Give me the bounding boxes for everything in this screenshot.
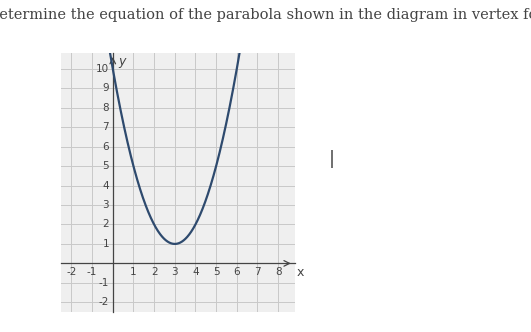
Text: 7: 7 bbox=[102, 122, 109, 132]
Text: -2: -2 bbox=[99, 297, 109, 307]
Text: 7: 7 bbox=[254, 267, 261, 277]
Text: 1: 1 bbox=[130, 267, 137, 277]
Text: 4: 4 bbox=[102, 181, 109, 191]
Text: 3: 3 bbox=[172, 267, 178, 277]
Text: x: x bbox=[297, 266, 304, 279]
Text: y: y bbox=[118, 55, 125, 68]
Text: 5: 5 bbox=[213, 267, 219, 277]
Text: -2: -2 bbox=[66, 267, 76, 277]
Text: 2: 2 bbox=[151, 267, 157, 277]
Text: |: | bbox=[329, 150, 335, 168]
Text: 2: 2 bbox=[102, 219, 109, 229]
Text: 8: 8 bbox=[275, 267, 281, 277]
Text: -1: -1 bbox=[87, 267, 97, 277]
Text: 5: 5 bbox=[102, 161, 109, 171]
Text: 6: 6 bbox=[234, 267, 240, 277]
Text: 4. Determine the equation of the parabola shown in the diagram in vertex form.: 4. Determine the equation of the parabol… bbox=[0, 8, 531, 22]
Text: 9: 9 bbox=[102, 83, 109, 93]
Text: -1: -1 bbox=[99, 278, 109, 288]
Text: 8: 8 bbox=[102, 103, 109, 113]
Text: 6: 6 bbox=[102, 141, 109, 152]
Text: 3: 3 bbox=[102, 200, 109, 210]
Text: 10: 10 bbox=[96, 64, 109, 74]
Text: 4: 4 bbox=[192, 267, 199, 277]
Text: 1: 1 bbox=[102, 239, 109, 249]
